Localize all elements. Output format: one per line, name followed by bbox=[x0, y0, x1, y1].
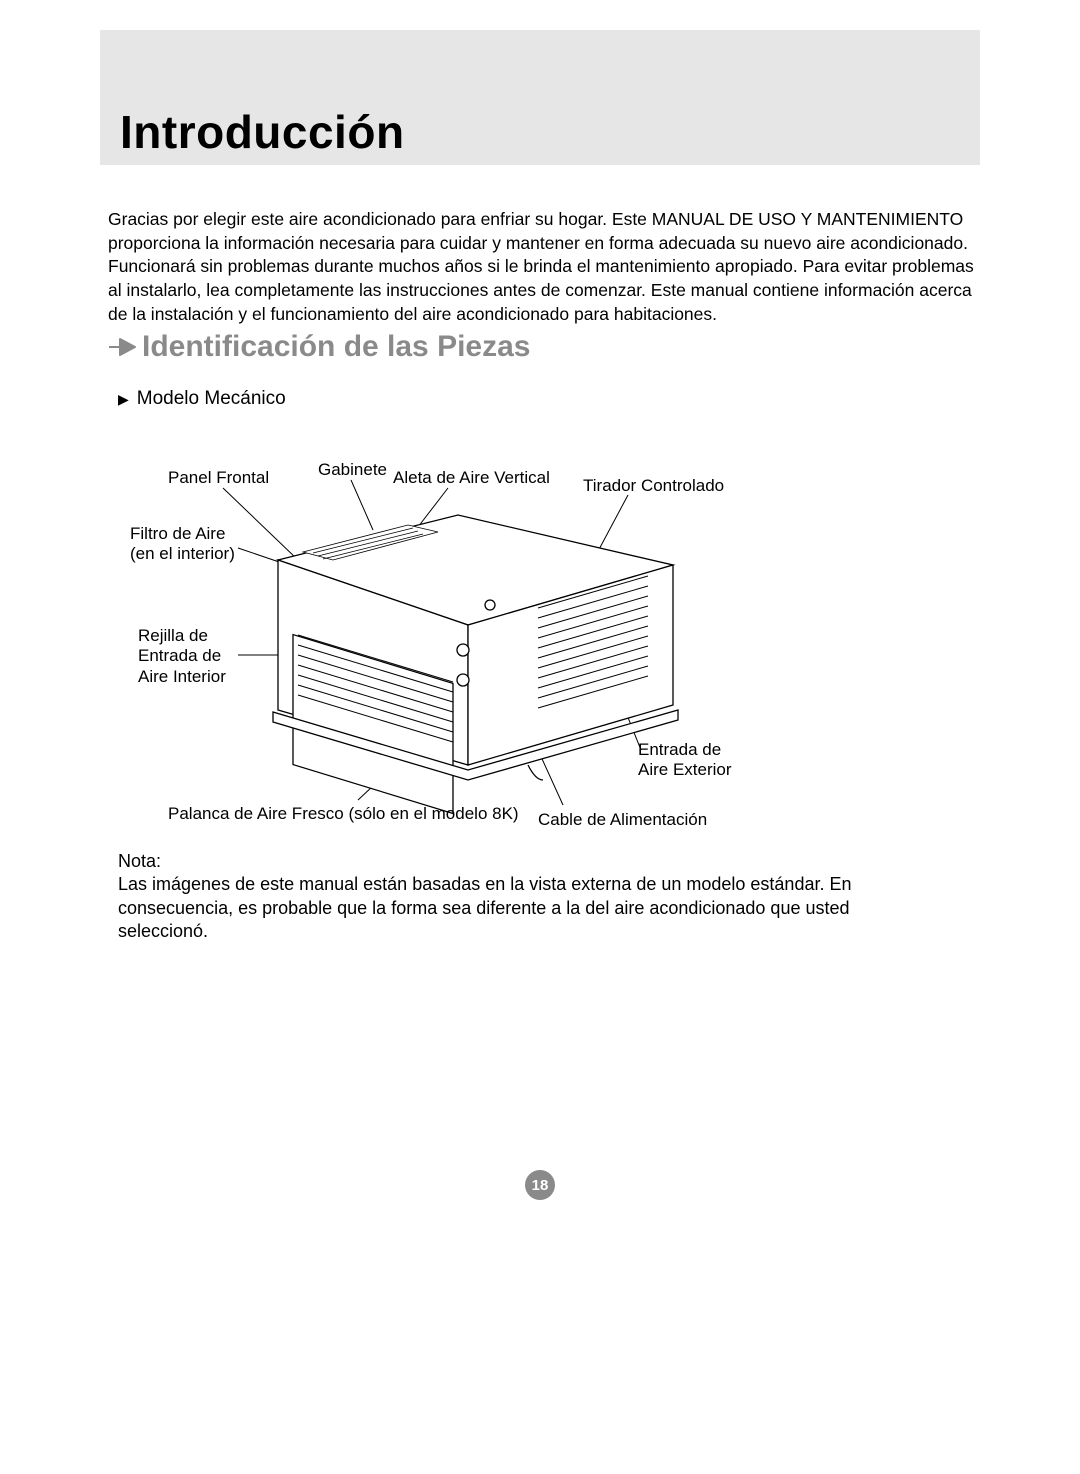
label-tirador: Tirador Controlado bbox=[583, 476, 724, 496]
page-number-badge: 18 bbox=[525, 1170, 555, 1200]
label-entrada-ext: Entrada de Aire Exterior bbox=[638, 740, 732, 781]
label-rejilla: Rejilla de Entrada de Aire Interior bbox=[138, 626, 226, 687]
triangle-bullet-icon: ▶ bbox=[118, 391, 129, 408]
page-title: Introducción bbox=[120, 105, 405, 159]
label-filtro: Filtro de Aire (en el interior) bbox=[130, 524, 235, 565]
manual-page: Introducción Gracias por elegir este air… bbox=[0, 0, 1080, 1474]
note-text: Las imágenes de este manual están basada… bbox=[118, 874, 851, 941]
intro-paragraph: Gracias por elegir este aire acondiciona… bbox=[108, 208, 978, 326]
note-block: Nota: Las imágenes de este manual están … bbox=[118, 850, 918, 944]
label-gabinete: Gabinete bbox=[318, 460, 387, 480]
ac-unit-illustration bbox=[108, 430, 978, 860]
label-cable: Cable de Alimentación bbox=[538, 810, 707, 830]
model-row: ▶ Modelo Mecánico bbox=[118, 388, 286, 410]
page-number: 18 bbox=[532, 1177, 549, 1194]
model-label: Modelo Mecánico bbox=[137, 388, 286, 410]
section-heading: Identificación de las Piezas bbox=[108, 330, 530, 364]
label-palanca: Palanca de Aire Fresco (sólo en el model… bbox=[168, 804, 519, 824]
parts-diagram: Panel Frontal Gabinete Aleta de Aire Ver… bbox=[108, 430, 978, 860]
label-panel-frontal: Panel Frontal bbox=[168, 468, 269, 488]
section-heading-text: Identificación de las Piezas bbox=[142, 330, 530, 364]
label-aleta-vertical: Aleta de Aire Vertical bbox=[393, 468, 550, 488]
arrow-right-icon bbox=[108, 336, 136, 358]
note-title: Nota: bbox=[118, 851, 161, 871]
